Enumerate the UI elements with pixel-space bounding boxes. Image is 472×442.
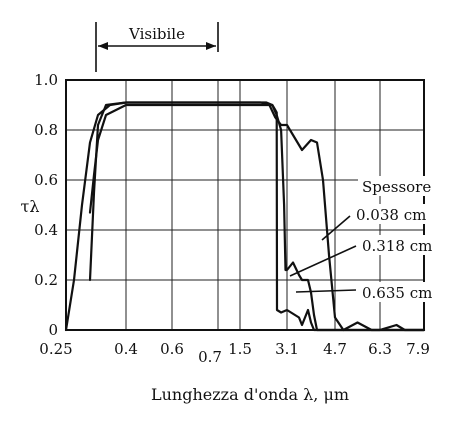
series-line-0-635-cm <box>88 103 426 332</box>
legend-label-0038: 0.038 cm <box>356 206 426 224</box>
y-tick-label: 1.0 <box>34 71 58 89</box>
visible-band-annotation: Visibile <box>95 22 219 72</box>
x-tick-label: 3.1 <box>275 340 299 358</box>
x-tick-label: 1.5 <box>228 340 252 358</box>
visible-band-label: Visibile <box>128 25 185 43</box>
x-axis-label: Lunghezza d'onda λ, μm <box>151 385 349 404</box>
y-tick-label: 0.2 <box>34 271 58 289</box>
x-tick-label: 7.9 <box>406 340 430 358</box>
legend-label-bg-2 <box>358 235 450 255</box>
legend-label-0635: 0.635 cm <box>362 284 432 302</box>
leader-0318 <box>289 245 357 277</box>
y-tick-label: 0 <box>48 321 58 339</box>
y-tick-label: 0.4 <box>34 221 58 239</box>
x-tick-label: 0.4 <box>114 340 138 358</box>
series-line-0-038-cm <box>64 101 426 332</box>
x-tick-label: 6.3 <box>368 340 392 358</box>
visible-band-arrow-left <box>98 42 108 50</box>
x-tick-label: 4.7 <box>323 340 347 358</box>
visible-band-arrow-right <box>206 42 216 50</box>
legend-label-0318: 0.318 cm <box>362 237 432 255</box>
leader-0635 <box>295 289 357 293</box>
y-tick-label: 0.8 <box>34 121 58 139</box>
legend: Spessore 0.038 cm 0.318 cm 0.635 cm <box>289 176 450 302</box>
legend-title: Spessore <box>362 178 431 196</box>
legend-label-bg-1 <box>352 204 444 224</box>
series-line-0-318-cm <box>88 101 426 332</box>
y-tick-label: 0.6 <box>34 171 58 189</box>
x-tick-label: 0.25 <box>39 340 72 358</box>
legend-label-bg-3 <box>358 282 450 302</box>
x-tick-label: 0.7 <box>198 348 222 366</box>
leader-0038 <box>321 215 351 241</box>
legend-title-bg <box>358 176 450 196</box>
y-axis-label: τλ <box>21 197 40 216</box>
x-tick-label: 0.6 <box>160 340 184 358</box>
tick-labels: 0.25 0.4 0.6 0.7 1.5 3.1 4.7 6.3 7.9 0 0.2 0.4 0.6 0.… <box>34 71 430 366</box>
curves <box>64 101 426 332</box>
